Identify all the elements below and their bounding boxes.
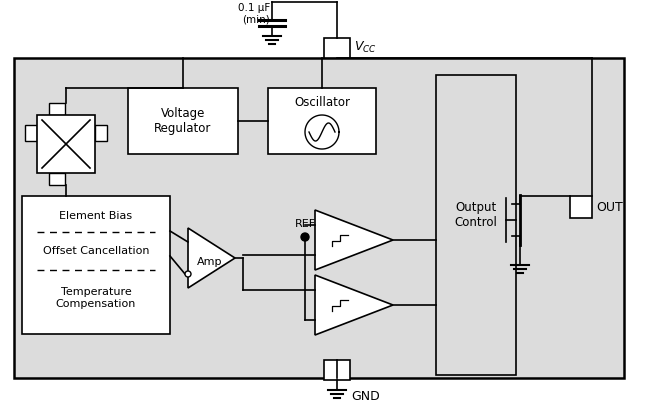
Text: Offset Cancellation: Offset Cancellation [43,246,149,256]
Bar [95,125,107,141]
Text: Output
Control: Output Control [455,201,498,229]
Bar [22,196,170,334]
Text: REF: REF [294,219,316,229]
Bar [37,115,95,173]
Bar [128,88,238,154]
Text: Temperature
Compensation: Temperature Compensation [56,287,136,309]
Text: 0.1 μF
(min): 0.1 μF (min) [238,3,270,25]
Text: Amp: Amp [198,257,223,267]
Polygon shape [315,210,393,270]
Bar [49,173,65,185]
Bar [436,75,516,375]
Bar [570,196,592,218]
Text: GND: GND [351,390,380,403]
Bar [14,58,624,378]
Text: Voltage
Regulator: Voltage Regulator [154,107,212,135]
Polygon shape [315,275,393,335]
Polygon shape [188,228,235,288]
Text: Oscillator: Oscillator [294,96,350,109]
Circle shape [185,271,191,277]
Text: $V_{CC}$: $V_{CC}$ [354,40,377,55]
Bar [268,88,376,154]
Bar [324,360,350,380]
Bar [324,38,350,58]
Bar [49,103,65,115]
Text: OUT: OUT [596,201,623,214]
Bar [25,125,37,141]
Circle shape [301,233,309,241]
Text: Element Bias: Element Bias [60,211,133,221]
